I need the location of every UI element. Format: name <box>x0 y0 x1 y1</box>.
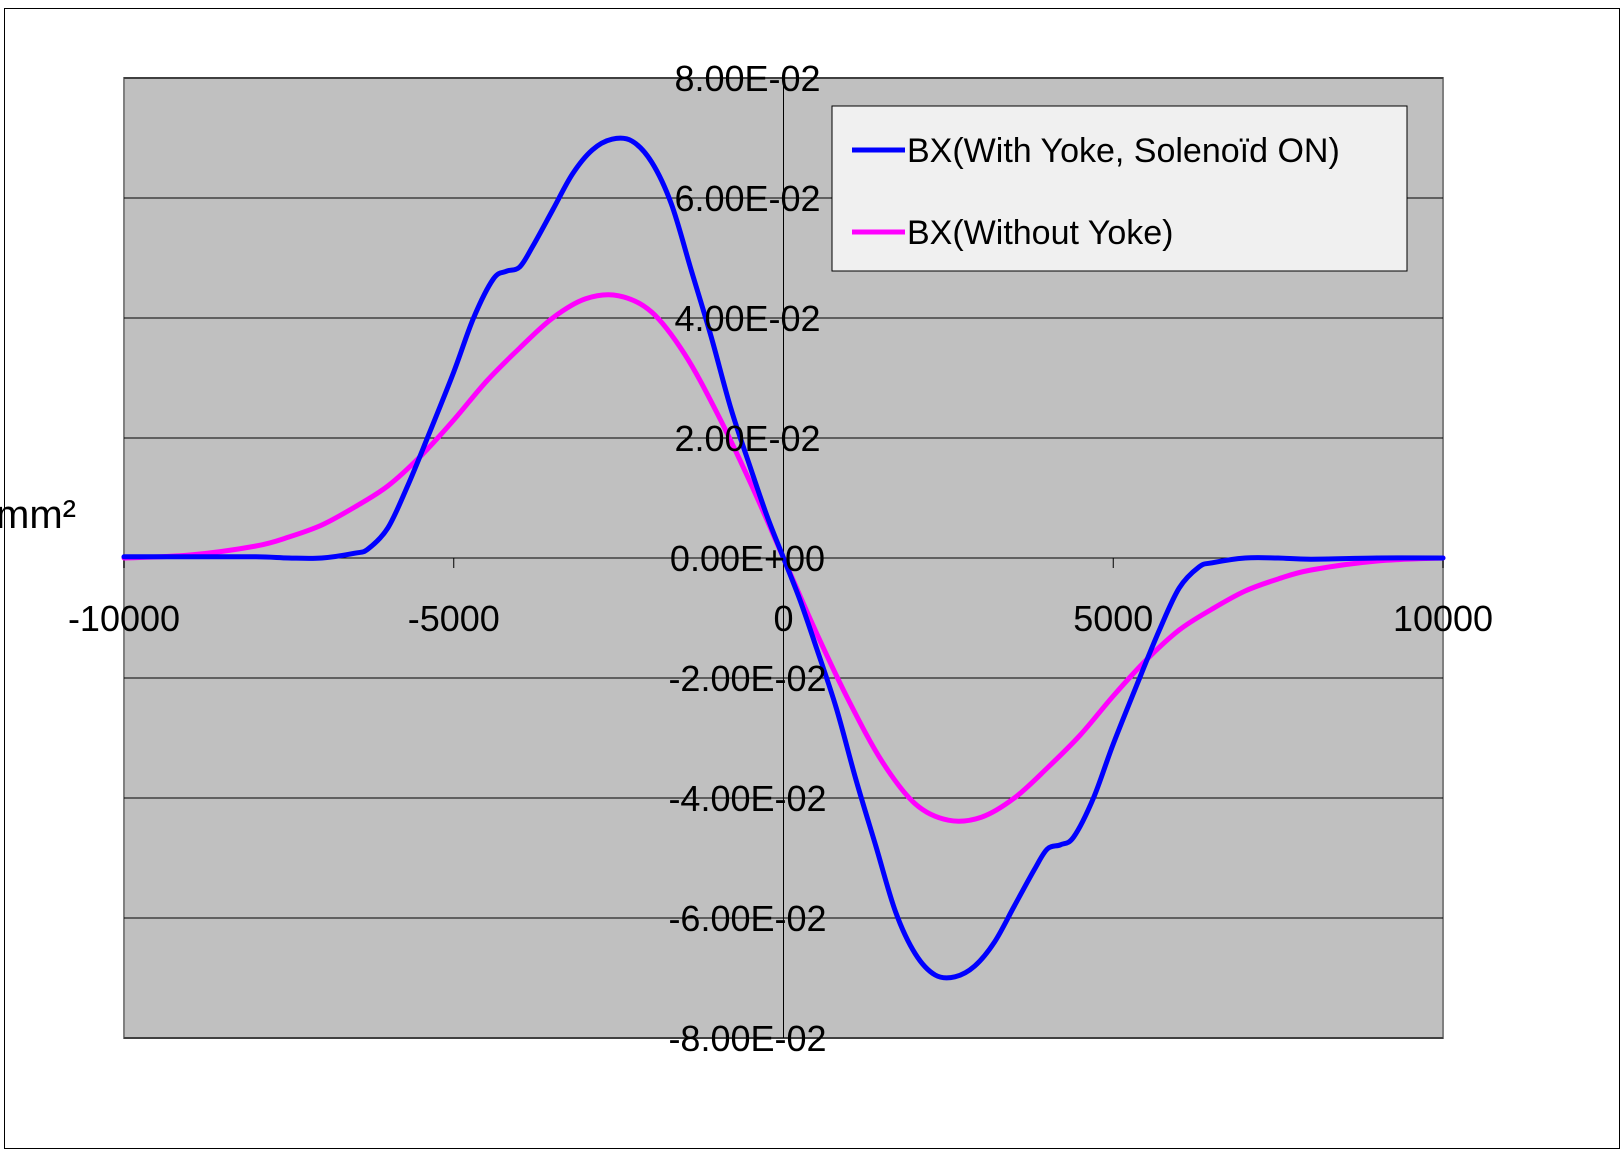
x-tick-label: 0 <box>773 598 793 639</box>
y-tick-labels: 8.00E-02 6.00E-02 4.00E-02 2.00E-02 0.00E+00… <box>668 58 826 1059</box>
y-tick-label: -8.00E-02 <box>668 1018 826 1059</box>
y-tick-label: 8.00E-02 <box>674 58 820 99</box>
series-line-1 <box>121 135 1446 981</box>
y-tick-label: -2.00E-02 <box>668 658 826 699</box>
y-tick-label: 4.00E-02 <box>674 298 820 339</box>
y-tick-label: -6.00E-02 <box>668 898 826 939</box>
legend-label: BX(With Yoke, Solenoïd ON) <box>907 132 1340 170</box>
x-tick-labels: -10000 -5000 0 5000 10000 <box>68 598 1493 639</box>
x-tick-label: 10000 <box>1393 598 1493 639</box>
y-tick-label: 2.00E-02 <box>674 418 820 459</box>
y-tick-label: -4.00E-02 <box>668 778 826 819</box>
x-tick-label: 5000 <box>1073 598 1153 639</box>
x-tick-label: -10000 <box>68 598 180 639</box>
y-tick-label: 0.00E+00 <box>670 538 825 579</box>
y-axis-label: mm² <box>0 493 76 537</box>
legend-box <box>831 105 1408 272</box>
legend: BX(With Yoke, Solenoïd ON) BX(Without Yok… <box>831 105 1408 272</box>
y-tick-label: 6.00E-02 <box>674 178 820 219</box>
legend-label: BX(Without Yoke) <box>907 214 1173 252</box>
x-tick-label: -5000 <box>408 598 500 639</box>
series-layer <box>121 135 1446 981</box>
